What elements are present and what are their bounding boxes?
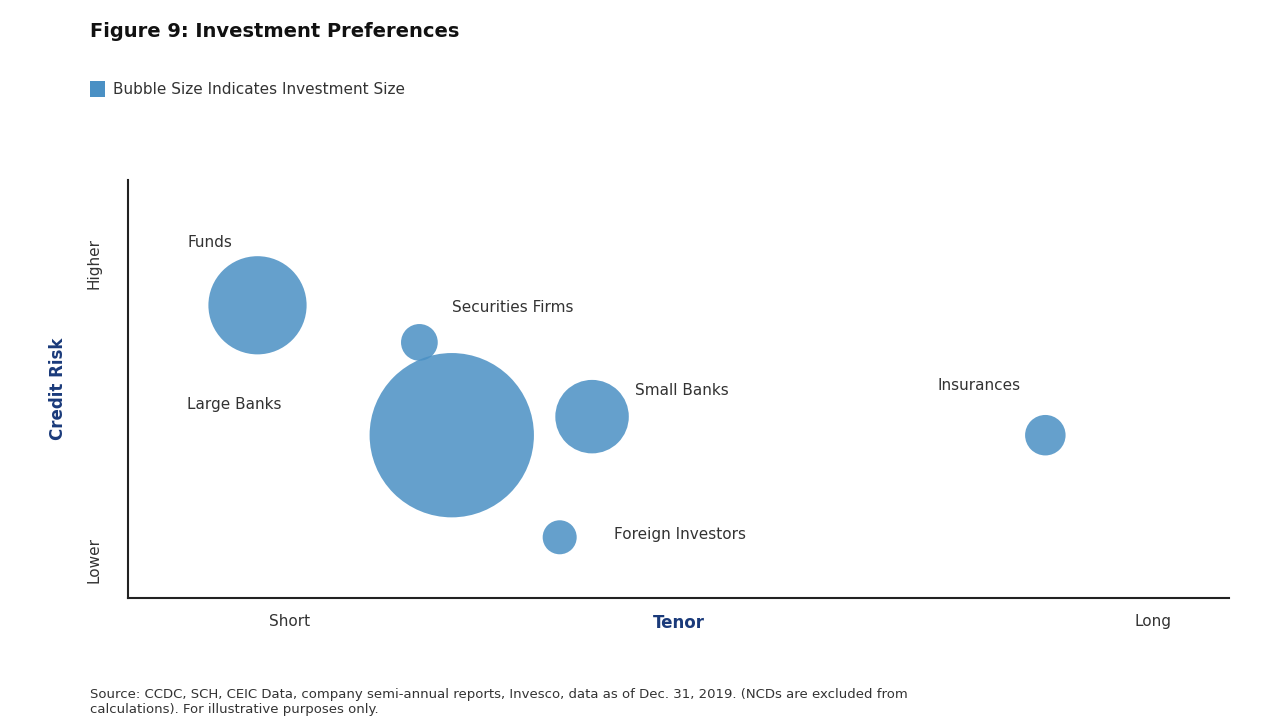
Text: Foreign Investors: Foreign Investors	[613, 527, 746, 542]
Text: Funds: Funds	[187, 235, 232, 250]
Point	[582, 411, 603, 423]
Text: Higher: Higher	[86, 238, 101, 289]
Point	[247, 300, 268, 311]
Point	[1036, 429, 1056, 441]
Text: Figure 9: Investment Preferences: Figure 9: Investment Preferences	[90, 22, 460, 40]
Text: Lower: Lower	[86, 537, 101, 583]
Point	[549, 531, 570, 543]
Text: Small Banks: Small Banks	[635, 383, 730, 398]
Text: Tenor: Tenor	[653, 614, 704, 632]
Text: Short: Short	[269, 614, 311, 629]
Text: Securities Firms: Securities Firms	[452, 300, 573, 315]
Text: Source: CCDC, SCH, CEIC Data, company semi-annual reports, Invesco, data as of D: Source: CCDC, SCH, CEIC Data, company se…	[90, 688, 908, 716]
Text: Large Banks: Large Banks	[187, 397, 282, 412]
Text: Long: Long	[1135, 614, 1171, 629]
Point	[410, 337, 430, 348]
Text: Credit Risk: Credit Risk	[49, 338, 67, 440]
Point	[442, 429, 462, 441]
Text: Bubble Size Indicates Investment Size: Bubble Size Indicates Investment Size	[113, 82, 404, 96]
Text: Insurances: Insurances	[937, 379, 1020, 393]
